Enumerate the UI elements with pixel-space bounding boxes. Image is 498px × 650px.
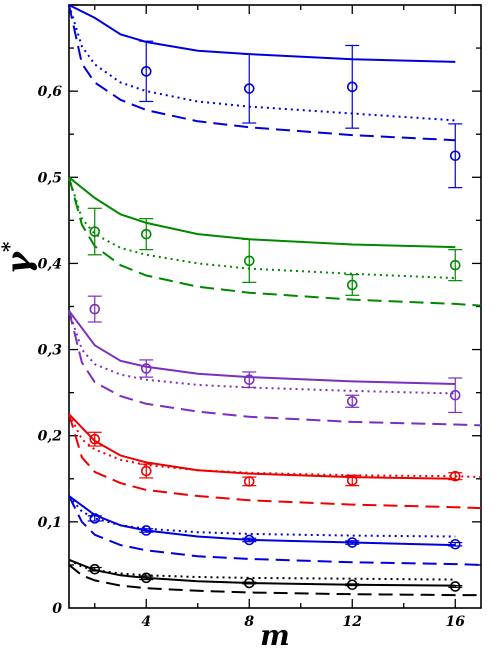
x-tick-label: 4 xyxy=(141,614,151,630)
data-point xyxy=(243,534,255,546)
series-line-dotted xyxy=(68,495,456,538)
series-line-dashed xyxy=(68,413,482,510)
series-line-dotted xyxy=(68,558,456,581)
data-point xyxy=(449,150,461,162)
data-point xyxy=(89,513,101,524)
series-line-dotted xyxy=(68,4,456,122)
x-tick-label: 16 xyxy=(446,614,466,630)
series-line-dotted xyxy=(68,310,456,395)
data-point xyxy=(346,395,358,407)
y-tick-label: 0,5 xyxy=(38,170,62,186)
data-point xyxy=(449,259,461,271)
y-tick-label: 0,3 xyxy=(38,343,63,359)
data-point xyxy=(346,475,358,486)
series-line-solid xyxy=(68,310,456,385)
data-point xyxy=(140,572,152,584)
data-point xyxy=(140,66,152,77)
series-line-dashed xyxy=(68,310,482,427)
data-point xyxy=(140,228,152,240)
series-line-dashed xyxy=(68,495,482,566)
data-point xyxy=(89,563,101,575)
data-point xyxy=(449,538,461,550)
y-axis-title-symbol: γ xyxy=(0,250,39,274)
series-layer xyxy=(68,4,482,597)
series-line-dashed xyxy=(68,177,482,307)
data-point xyxy=(346,579,358,591)
data-point xyxy=(243,374,255,386)
data-point xyxy=(243,83,255,94)
series-line-solid xyxy=(68,413,456,480)
tick-labels: 4 8 12 16 0 0,1 0,2 0,3 0,4 0,5 0,6 xyxy=(38,84,466,630)
data-point xyxy=(140,525,152,536)
data-point xyxy=(449,470,461,482)
axis-ticks xyxy=(69,4,481,608)
data-point xyxy=(346,81,358,93)
data-point xyxy=(89,433,101,445)
y-tick-label: 0,4 xyxy=(38,256,62,272)
svg-text:γ*: γ* xyxy=(0,241,39,274)
data-point xyxy=(346,537,358,548)
data-point xyxy=(346,279,358,291)
data-point xyxy=(140,363,152,374)
markers-layer xyxy=(87,40,463,592)
data-point xyxy=(89,226,101,237)
series-line-solid xyxy=(68,4,456,63)
data-point xyxy=(449,581,461,592)
data-point xyxy=(243,255,255,267)
x-axis-title: m xyxy=(260,619,290,650)
data-point xyxy=(140,465,152,477)
series-line-solid xyxy=(68,176,456,249)
x-tick-label: 12 xyxy=(343,614,363,630)
data-point xyxy=(243,577,255,589)
data-point xyxy=(449,389,461,401)
series-line-solid xyxy=(68,495,456,547)
series-line-dashed xyxy=(68,4,456,142)
data-point xyxy=(243,476,255,487)
y-axis-title-superscript: * xyxy=(0,241,21,252)
y-tick-label: 0,6 xyxy=(38,84,63,100)
y-tick-label: 0 xyxy=(52,601,62,617)
y-tick-label: 0,1 xyxy=(38,515,62,531)
y-tick-label: 0,2 xyxy=(38,429,63,445)
series-line-dashed xyxy=(68,564,481,597)
series-line-dotted xyxy=(68,413,482,479)
x-tick-label: 8 xyxy=(244,614,254,630)
series-line-solid xyxy=(68,558,456,587)
data-point xyxy=(89,303,101,315)
series-line-dotted xyxy=(68,177,456,280)
y-axis-title: γ* xyxy=(0,241,39,274)
plot-frame xyxy=(68,4,482,609)
